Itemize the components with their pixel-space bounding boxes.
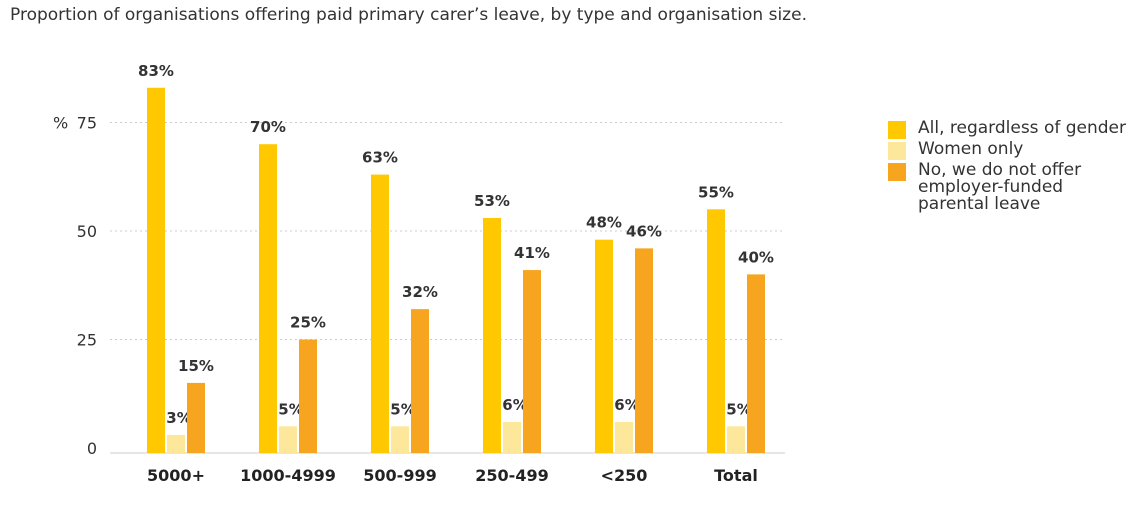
bar-0-0 [147,87,165,453]
bar-2-0 [187,382,205,453]
y-tick-label-75: 75 [77,114,97,133]
bar-2-1 [299,339,317,453]
legend-item-no-leave: No, we do not offer employer-funded pare… [888,162,1143,213]
legend-item-women-only: Women only [888,139,1143,160]
data-label-0-3: 53% [474,192,510,210]
data-label-1-1: 5% [278,400,303,418]
legend-swatch-women-only [888,142,906,160]
legend-swatch-no-leave [888,163,906,181]
bar-2-2 [411,309,429,453]
x-tick-label-2: 500-999 [363,466,436,485]
x-tick-label-3: 250-499 [475,466,548,485]
legend-label-all: All, regardless of gender [918,118,1127,138]
data-label-0-1: 70% [250,118,286,136]
data-label-2-4: 46% [626,222,662,240]
bar-1-3 [503,421,521,453]
bar-1-5 [727,426,745,453]
bar-0-4 [595,239,613,453]
bar-0-5 [707,209,725,453]
data-label-1-5: 5% [726,400,751,418]
bar-0-2 [371,174,389,453]
bar-2-5 [747,274,765,453]
data-label-1-3: 6% [502,396,527,414]
legend: All, regardless of gender Women only No,… [888,120,1143,217]
data-label-2-3: 41% [514,244,550,262]
bar-0-1 [259,144,277,453]
bar-1-0 [167,434,185,453]
y-tick-label-50: 50 [77,222,97,241]
y-tick-label-25: 25 [77,331,97,350]
bar-1-2 [391,426,409,453]
data-label-0-4: 48% [586,214,622,232]
legend-label-women-only: Women only [918,139,1024,159]
data-label-1-4: 6% [614,396,639,414]
x-tick-label-1: 1000-4999 [240,466,336,485]
y-axis-label: % [53,114,68,133]
bar-1-1 [279,426,297,453]
data-label-1-0: 3% [166,409,191,427]
legend-item-all: All, regardless of gender [888,118,1143,139]
legend-label-no-leave-line-2: employer-funded [918,177,1064,197]
y-tick-label-0: 0 [87,439,97,458]
data-label-2-2: 32% [402,283,438,301]
data-label-0-0: 83% [138,62,174,80]
data-label-2-1: 25% [290,314,326,332]
legend-swatch-all [888,121,906,139]
chart-title: Proportion of organisations offering pai… [10,5,807,25]
legend-label-no-leave-line-1: No, we do not offer [918,160,1082,180]
data-label-1-2: 5% [390,400,415,418]
data-label-0-5: 55% [698,183,734,201]
data-label-2-0: 15% [178,357,214,375]
bar-0-3 [483,217,501,453]
x-tick-label-0: 5000+ [147,466,205,485]
bar-2-4 [635,248,653,453]
data-label-2-5: 40% [738,248,774,266]
bar-2-3 [523,270,541,453]
x-tick-label-4: <250 [601,466,648,485]
x-tick-label-5: Total [714,466,758,485]
bar-1-4 [615,421,633,453]
data-label-0-2: 63% [362,149,398,167]
legend-label-no-leave-line-3: parental leave [918,194,1041,214]
